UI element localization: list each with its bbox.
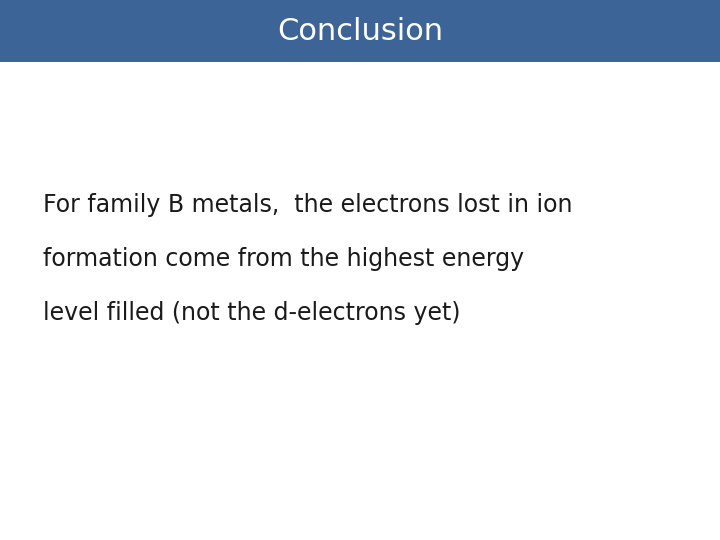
Text: level filled (not the d-electrons yet): level filled (not the d-electrons yet) bbox=[43, 301, 461, 325]
Text: For family B metals,  the electrons lost in ion: For family B metals, the electrons lost … bbox=[43, 193, 572, 217]
Text: formation come from the highest energy: formation come from the highest energy bbox=[43, 247, 524, 271]
Text: Conclusion: Conclusion bbox=[277, 17, 443, 45]
Bar bbox=[0, 0, 720, 62]
